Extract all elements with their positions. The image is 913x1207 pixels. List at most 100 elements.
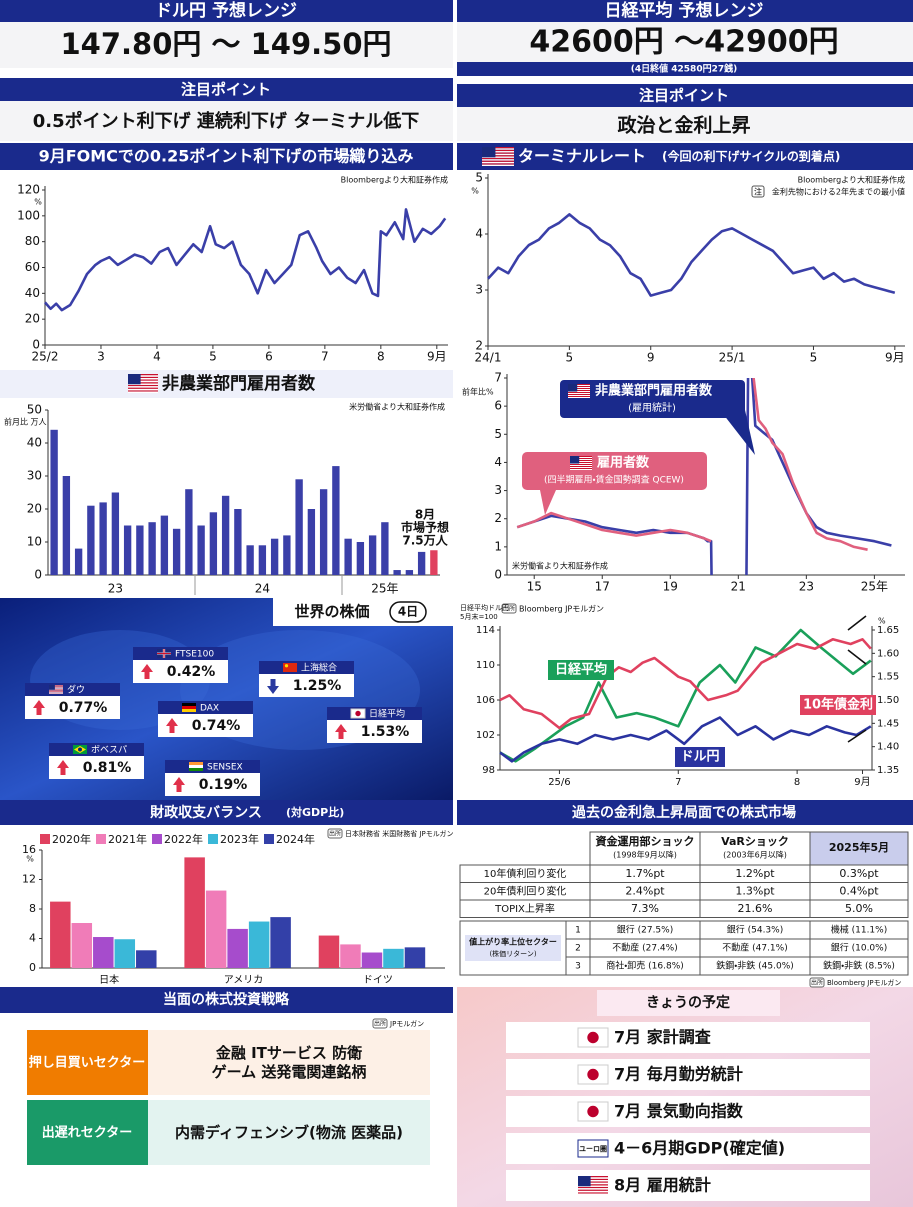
flag-part — [482, 147, 496, 158]
title-band — [0, 143, 453, 170]
flag-part — [587, 1031, 599, 1044]
source-tag: 出所 — [503, 605, 515, 613]
flag-part — [570, 456, 580, 464]
flag-part — [49, 685, 63, 686]
bar — [318, 935, 340, 968]
y2-tick-label: 1.40 — [877, 742, 899, 753]
y-unit: 前月比 万人 — [4, 417, 47, 427]
chart-subtitle: (今回の利下げサイクルの到着点) — [662, 149, 840, 164]
map-date: 4日 — [398, 605, 418, 619]
series-line — [499, 638, 872, 730]
index-name: ダウ — [67, 684, 85, 696]
flag-part — [568, 396, 590, 397]
flag-part — [578, 1188, 608, 1190]
bar — [368, 535, 377, 575]
series-label-box — [800, 695, 876, 715]
schedule-item — [506, 1096, 870, 1127]
y-label: 前年比% — [462, 387, 494, 397]
flag-part — [128, 374, 141, 385]
schedule-item — [506, 1133, 870, 1164]
y-tick-label: 0 — [494, 568, 502, 582]
flag-part — [568, 393, 590, 394]
index-change: 1.53% — [361, 724, 410, 740]
flag-part — [49, 688, 63, 690]
title-band — [457, 143, 913, 170]
flag-part — [128, 374, 158, 376]
flag-part — [587, 1068, 599, 1081]
flag-part — [578, 1185, 608, 1187]
x-tick-label: 25年 — [371, 582, 398, 596]
flag-part — [128, 386, 158, 388]
x-tick-label: 6 — [265, 350, 273, 364]
focus-box — [0, 101, 453, 141]
series-line — [516, 378, 892, 575]
flag-part — [128, 390, 158, 392]
sector-label: (株価リターン) — [489, 949, 536, 958]
flag-part — [189, 762, 203, 765]
flag-part — [482, 164, 514, 166]
bar — [197, 525, 205, 575]
flag-part — [189, 765, 203, 768]
direction-arrow — [57, 760, 69, 775]
y-unit: % — [26, 855, 34, 864]
direction-arrow — [267, 679, 279, 694]
schedule-text: 8月 雇用統計 — [614, 1176, 711, 1195]
y-tick-label: 40 — [27, 436, 42, 450]
flag-part — [568, 385, 590, 386]
flag — [577, 1064, 609, 1085]
focus-text: 政治と金利上昇 — [617, 114, 750, 137]
flag-part — [49, 692, 63, 693]
bar — [148, 522, 156, 575]
source: JPモルガン — [389, 1019, 424, 1028]
flag-part — [128, 378, 158, 380]
cell-text: 鉄鋼・非鉄 (45.0%) — [716, 960, 794, 972]
index-change: 1.25% — [293, 678, 342, 694]
y2-unit: % — [878, 617, 886, 626]
flag-part — [577, 1101, 609, 1122]
header-band — [457, 0, 913, 22]
y-tick-label: 60 — [25, 260, 40, 274]
sector-label: 値上がり率上位セクター — [468, 937, 557, 947]
flag — [182, 703, 196, 712]
bar — [393, 570, 401, 575]
flag-part — [570, 465, 592, 466]
cell-text: 不動産 (27.4%) — [612, 942, 677, 954]
source-tag: 出所 — [374, 1020, 386, 1028]
flag-part — [128, 383, 158, 385]
bar — [221, 495, 230, 575]
y-tick-label: 110 — [476, 660, 495, 671]
schedule-title: きょうの予定 — [646, 994, 730, 1011]
bar — [99, 502, 107, 575]
trend-arrow — [847, 649, 867, 665]
row-label: 10年債利回り変化 — [484, 867, 567, 880]
title-band — [0, 800, 453, 825]
forecast-bar — [430, 550, 438, 575]
flag-part — [568, 384, 590, 385]
focus-title: 注目ポイント — [181, 81, 271, 99]
flag-part — [578, 1181, 608, 1183]
y-tick-label: 0 — [32, 338, 40, 352]
callout-pointer — [720, 410, 755, 455]
index-change: 0.74% — [192, 718, 241, 734]
y-tick-label: 2 — [494, 511, 502, 525]
flag — [577, 1101, 609, 1122]
schedule-title-box — [597, 990, 780, 1016]
y-tick-label: 4 — [475, 227, 483, 241]
flag-part — [578, 1178, 608, 1181]
bar — [319, 489, 328, 575]
bar — [185, 489, 193, 575]
y-tick-label: 8 — [29, 902, 36, 915]
callout-text: (雇用統計) — [628, 401, 676, 414]
bar — [209, 512, 218, 575]
flag-part — [482, 155, 514, 157]
title-band — [0, 987, 453, 1013]
flag-part — [570, 469, 592, 470]
y-tick-label: 114 — [476, 625, 495, 636]
legend-label: 2021年 — [108, 832, 147, 846]
flag — [577, 1027, 609, 1048]
bar — [258, 545, 267, 575]
bar — [136, 525, 144, 575]
callout-box — [522, 452, 707, 490]
note-tag: 注 — [754, 187, 762, 197]
flag — [350, 708, 366, 719]
